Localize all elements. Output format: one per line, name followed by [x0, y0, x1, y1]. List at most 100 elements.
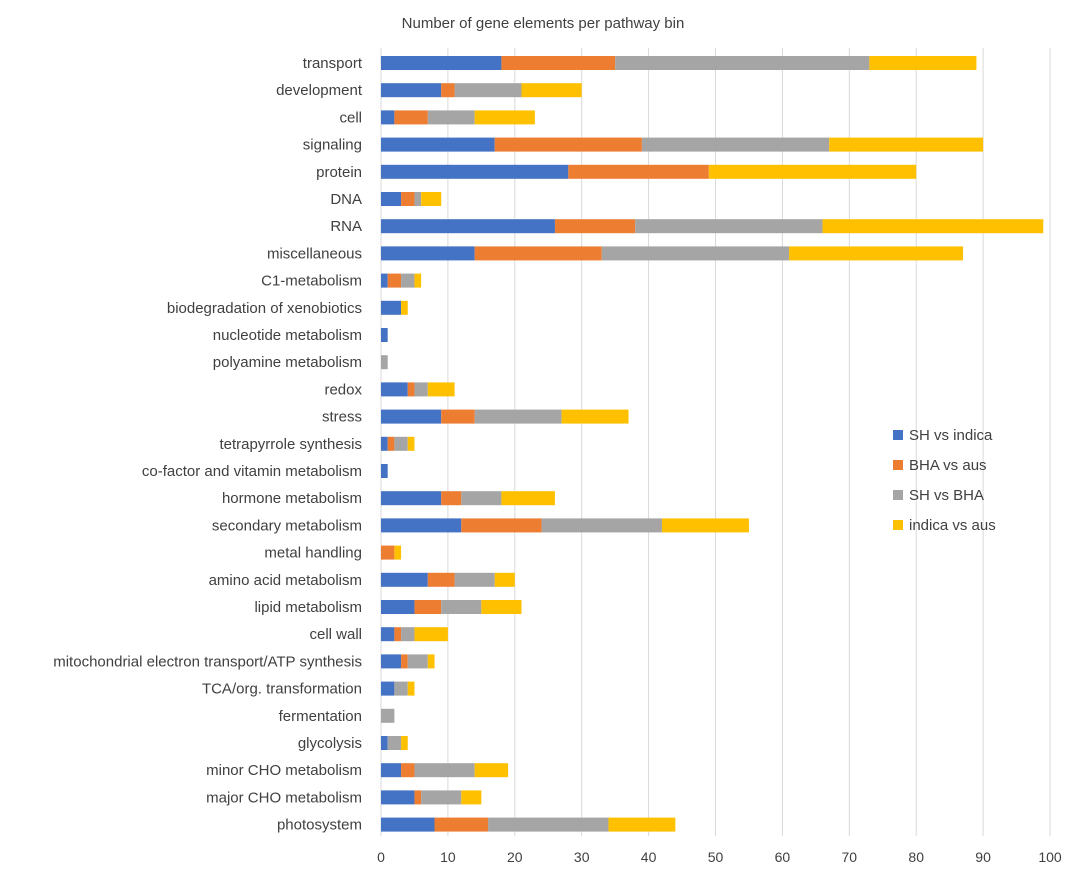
bars [381, 56, 1044, 832]
bar-segment-2 [394, 681, 408, 696]
bar-segment-2 [454, 572, 495, 587]
bar-segment-0 [381, 627, 395, 642]
category-label: cell [339, 109, 362, 126]
bar-segment-3 [869, 56, 977, 70]
bar-segment-3 [474, 110, 535, 125]
bar-segment-0 [381, 382, 408, 397]
bar-segment-0 [381, 681, 395, 696]
bar-segment-0 [381, 219, 555, 234]
category-label: co-factor and vitamin metabolism [142, 463, 362, 480]
bar-segment-1 [387, 273, 402, 288]
x-tick-label: 20 [507, 849, 523, 865]
bar-segment-2 [441, 600, 482, 614]
bar-segment-2 [641, 137, 830, 152]
bar-segment-2 [461, 491, 502, 506]
category-label: signaling [303, 137, 362, 154]
bar-segment-3 [501, 491, 555, 506]
legend-label: SH vs indica [909, 427, 993, 444]
legend-swatch-2 [893, 490, 903, 500]
bar-segment-0 [381, 817, 435, 832]
bar-segment-1 [441, 409, 475, 424]
category-labels: transport development cell signaling protein… [53, 55, 363, 834]
bar-segment-0 [381, 409, 442, 424]
x-tick-label: 90 [975, 849, 991, 865]
bar-segment-2 [414, 192, 422, 206]
x-tick-label: 40 [641, 849, 657, 865]
bar-segment-0 [381, 654, 402, 669]
bar-segment-1 [494, 137, 642, 152]
bar-segment-0 [381, 790, 415, 805]
bar-segment-0 [381, 328, 388, 342]
bar-segment-3 [427, 382, 455, 397]
bar-segment-3 [421, 192, 442, 206]
category-label: secondary metabolism [212, 517, 362, 534]
category-label: fermentation [279, 708, 362, 725]
bar-segment-2 [474, 409, 562, 424]
bar-segment-3 [461, 790, 482, 805]
bar-segment-2 [488, 817, 609, 832]
bar-segment-2 [401, 627, 415, 642]
category-label: RNA [330, 218, 362, 235]
bar-segment-3 [407, 681, 415, 696]
category-label: TCA/org. transformation [202, 681, 362, 698]
x-tick-label: 0 [377, 849, 385, 865]
category-label: DNA [330, 191, 362, 208]
category-label: mitochondrial electron transport/ATP syn… [53, 653, 362, 670]
x-tick-label: 100 [1038, 849, 1062, 865]
bar-segment-2 [421, 790, 462, 805]
bar-segment-2 [381, 708, 395, 723]
bar-segment-0 [381, 83, 442, 98]
bar-segment-0 [381, 464, 388, 478]
gridlines [380, 48, 1051, 836]
bar-segment-3 [401, 300, 408, 315]
category-label: development [276, 82, 363, 99]
bar-segment-1 [568, 164, 709, 179]
bar-segment-3 [608, 817, 676, 832]
bar-segment-3 [521, 83, 582, 98]
bar-segment-3 [822, 219, 1044, 234]
bar-segment-0 [381, 600, 415, 614]
bar-segment-2 [541, 518, 662, 533]
bar-segment-1 [407, 382, 415, 397]
category-label: biodegradation of xenobiotics [167, 300, 362, 317]
x-tick-label: 30 [574, 849, 590, 865]
x-axis-ticks: 0 10 20 30 40 50 60 70 80 90 100 [377, 849, 1062, 865]
bar-segment-2 [394, 436, 408, 451]
bar-segment-2 [387, 736, 402, 750]
bar-segment-1 [461, 518, 542, 533]
bar-segment-2 [401, 273, 415, 288]
category-label: photosystem [277, 817, 362, 834]
bar-segment-0 [381, 192, 402, 206]
x-tick-label: 50 [708, 849, 724, 865]
bar-segment-1 [441, 491, 462, 506]
x-tick-label: 60 [775, 849, 791, 865]
bar-segment-1 [381, 545, 395, 560]
legend-label: SH vs BHA [909, 487, 984, 504]
bar-segment-3 [394, 545, 402, 560]
bar-segment-1 [414, 600, 442, 614]
bar-segment-1 [387, 436, 395, 451]
bar-segment-0 [381, 164, 569, 179]
bar-segment-0 [381, 736, 388, 750]
bar-segment-0 [381, 273, 388, 288]
bar-segment-1 [501, 56, 616, 70]
category-label: hormone metabolism [222, 490, 362, 507]
bar-segment-0 [381, 491, 442, 506]
category-label: cell wall [309, 626, 362, 643]
bar-segment-0 [381, 246, 475, 261]
bar-segment-3 [407, 436, 415, 451]
category-label: protein [316, 164, 362, 181]
bar-segment-0 [381, 518, 462, 533]
bar-segment-2 [427, 110, 475, 125]
bar-segment-2 [407, 654, 428, 669]
x-tick-label: 80 [908, 849, 924, 865]
bar-segment-3 [494, 572, 515, 587]
bar-segment-3 [427, 654, 435, 669]
category-label: glycolysis [298, 735, 362, 752]
bar-segment-2 [601, 246, 790, 261]
bar-segment-2 [615, 56, 870, 70]
legend-label: indica vs aus [909, 517, 996, 534]
legend-swatch-3 [893, 520, 903, 530]
bar-segment-2 [454, 83, 522, 98]
